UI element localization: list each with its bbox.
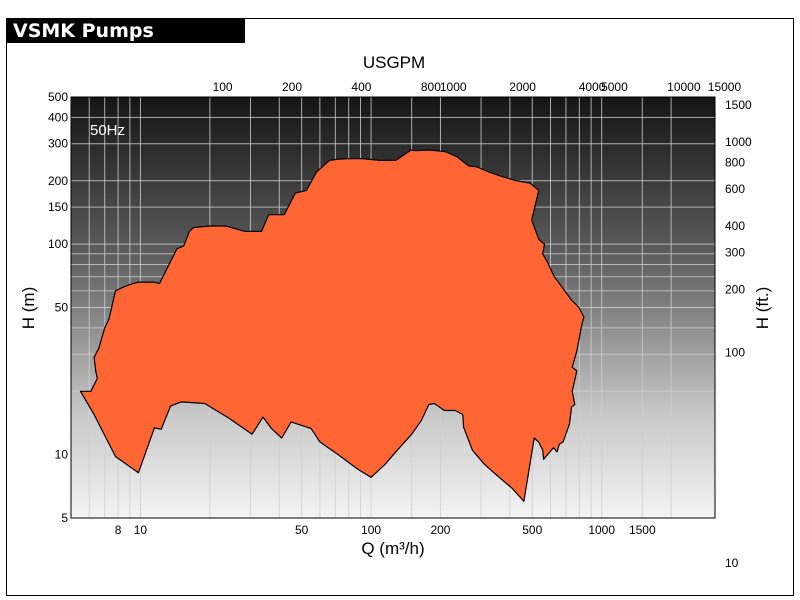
x-tick-label: 50 (295, 523, 309, 537)
y-tick-label: 50 (55, 301, 69, 315)
x2-tick-label: 400 (351, 80, 371, 94)
performance-chart: 8105010020050010001500101002004008001000… (19, 53, 772, 570)
frequency-label: 50Hz (90, 122, 125, 139)
y-tick-label: 100 (48, 237, 68, 251)
y-tick-label: 5 (61, 511, 68, 525)
x-tick-label: 10 (134, 523, 148, 537)
x-tick-label: 1500 (629, 523, 656, 537)
x2-tick-label: 2000 (509, 80, 536, 94)
y-tick-label: 400 (48, 110, 68, 124)
x2-tick-label: 100 (213, 80, 233, 94)
y2-tick-label: 400 (725, 219, 745, 233)
y-tick-label: 200 (48, 174, 68, 188)
x-tick-label: 200 (430, 523, 450, 537)
plot-border (70, 96, 716, 519)
x-tick-label: 500 (522, 523, 542, 537)
y2-tick-label: 10 (725, 556, 739, 570)
y-tick-label: 500 (48, 90, 68, 104)
y2-tick-label: 800 (725, 156, 745, 170)
x-tick-label: 8 (115, 523, 122, 537)
x2-tick-label: 200 (282, 80, 302, 94)
y2-tick-label: 300 (725, 245, 745, 259)
y2-axis-title: H (ft.) (753, 287, 772, 330)
x2-tick-label: 10000 (667, 80, 701, 94)
y2-tick-label: 200 (725, 282, 745, 296)
y2-tick-label: 1500 (725, 98, 752, 112)
x2-tick-label: 5000 (601, 80, 628, 94)
x2-tick-label: 4000 (579, 80, 606, 94)
y2-tick-label: 100 (725, 346, 745, 360)
y-tick-label: 10 (55, 448, 69, 462)
performance-envelope-area (79, 149, 585, 502)
x2-tick-label: 1000 (440, 80, 467, 94)
y2-tick-label: 1000 (725, 135, 752, 149)
y-axis-title: H (m) (19, 287, 38, 329)
y2-tick-label: 600 (725, 182, 745, 196)
x-tick-label: 100 (361, 523, 381, 537)
x-axis-title: Q (m³/h) (361, 539, 424, 558)
x2-tick-label: 800 (421, 80, 441, 94)
chart-frame: VSMK Pumps 8 10 50 100 200 500 1000 1500 10 100 20… (6, 18, 794, 596)
y-tick-label: 150 (48, 200, 68, 214)
brand-title: VSMK Pumps (7, 19, 245, 43)
x-tick-label: 1000 (588, 523, 615, 537)
y-tick-label: 300 (48, 137, 68, 151)
x2-axis-title: USGPM (363, 53, 425, 72)
x2-tick-label: 15000 (708, 80, 742, 94)
